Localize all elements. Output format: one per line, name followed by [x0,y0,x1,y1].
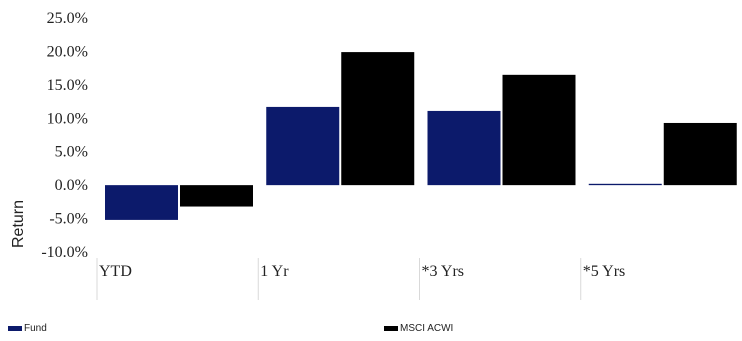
bar-msci-acwi-1 [341,52,415,186]
bar-fund-3 [588,183,662,186]
bars [105,52,737,220]
bar-msci-acwi-3 [663,122,737,186]
category-label: 1 Yr [260,263,289,280]
y-tick-label: -10.0% [41,244,88,261]
legend-swatch-msci-acwi [384,326,398,331]
y-tick-label: 15.0% [47,77,88,94]
y-tick-label: 0.0% [55,177,88,194]
legend-item-fund: Fund [8,323,47,334]
legend-label-msci-acwi: MSCI ACWI [400,323,454,334]
y-tick-label: 10.0% [47,110,88,127]
y-tick-label: -5.0% [49,211,88,228]
category-labels: YTD 1 Yr *3 Yrs *5 Yrs [96,258,626,300]
category-label: *3 Yrs [422,263,465,280]
legend-item-msci-acwi: MSCI ACWI [384,323,453,334]
bar-fund-0 [105,185,178,220]
bar-fund-2 [427,110,501,186]
bar-msci-acwi-2 [502,74,576,186]
bar-msci-acwi-0 [180,185,253,207]
y-tick-label: 20.0% [47,43,88,60]
legend-swatch-fund [8,326,22,331]
y-axis-ticks: -10.0% -5.0% 0.0% 5.0% 10.0% 15.0% 20.0% 25.0% [41,10,88,261]
category-label: YTD [99,263,132,280]
legend-label-fund: Fund [24,323,47,334]
y-tick-label: 25.0% [47,10,88,27]
y-axis-label: Return [10,200,27,248]
bar-fund-1 [266,106,340,186]
category-label: *5 Yrs [583,263,626,280]
y-tick-label: 5.0% [55,144,88,161]
